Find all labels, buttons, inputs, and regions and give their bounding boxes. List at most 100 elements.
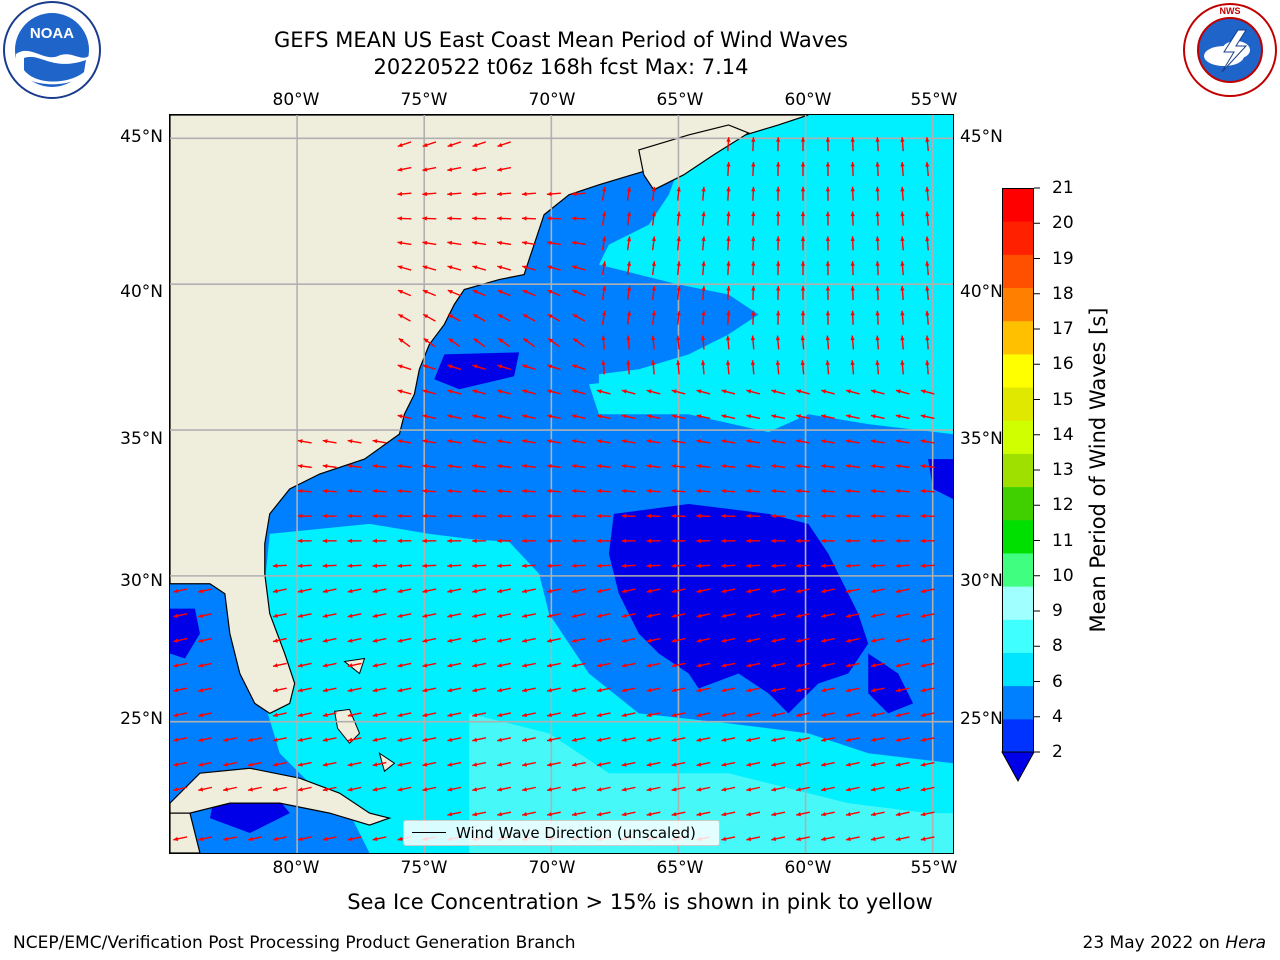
wave-direction-arrow [850, 236, 855, 251]
wave-direction-arrow [820, 637, 835, 643]
wave-direction-arrow [845, 538, 860, 544]
wave-direction-arrow [422, 141, 437, 148]
wave-direction-arrow [771, 389, 786, 395]
wave-direction-arrow [651, 285, 656, 300]
wave-direction-arrow [272, 687, 287, 693]
wave-direction-arrow [845, 563, 860, 568]
wave-direction-arrow [447, 191, 462, 197]
wave-direction-arrow [497, 313, 511, 322]
wave-direction-arrow [372, 637, 387, 643]
wave-direction-arrow [422, 786, 437, 792]
wave-direction-arrow [796, 613, 810, 618]
colorbar-segment [1002, 685, 1034, 720]
wave-direction-arrow [397, 389, 412, 395]
wave-direction-arrow [472, 191, 487, 197]
wave-direction-arrow [875, 161, 880, 176]
wave-direction-arrow [671, 613, 686, 618]
wave-direction-arrow [746, 811, 761, 817]
wave-direction-arrow [497, 389, 511, 395]
wave-direction-arrow [571, 811, 586, 817]
wave-direction-arrow [546, 687, 561, 693]
wave-direction-arrow [746, 389, 761, 395]
wave-direction-arrow [546, 414, 561, 420]
wave-direction-arrow [925, 161, 930, 176]
wave-direction-arrow [771, 563, 786, 568]
wave-direction-arrow [696, 513, 711, 519]
land-bahamas [333, 657, 396, 773]
wave-direction-arrow [621, 538, 636, 544]
wave-direction-arrow [422, 191, 437, 197]
wave-direction-arrow [347, 637, 362, 643]
colorbar-segment [1002, 320, 1034, 355]
wave-direction-arrow [571, 439, 586, 444]
land-north-america [170, 115, 809, 715]
wave-direction-arrow [845, 588, 860, 594]
wave-direction-arrow [796, 414, 810, 420]
wave-direction-arrow [173, 662, 188, 668]
wave-direction-arrow [397, 588, 412, 594]
wave-direction-arrow [397, 662, 412, 668]
colorbar-tick-label: 8 [1052, 636, 1063, 657]
colorbar-tick-label: 9 [1052, 601, 1063, 621]
wave-direction-arrow [497, 364, 511, 371]
wave-direction-arrow [696, 637, 711, 643]
wave-direction-arrow [497, 337, 511, 348]
wave-direction-arrow [546, 712, 561, 718]
wave-direction-arrow [900, 211, 905, 226]
wave-direction-arrow [521, 761, 536, 767]
lat-label-left: 40°N [120, 282, 163, 302]
wave-direction-arrow [676, 285, 681, 300]
wave-direction-arrow [671, 687, 686, 693]
wave-direction-arrow [870, 464, 885, 469]
wave-direction-arrow [726, 186, 731, 201]
colorbar-tick-label: 19 [1052, 248, 1074, 269]
wave-direction-arrow [397, 737, 412, 742]
wave-direction-arrow [546, 786, 561, 792]
wave-direction-arrow [820, 737, 835, 742]
wave-direction-arrow [895, 712, 910, 718]
wave-direction-arrow [546, 761, 561, 767]
wave-direction-arrow [850, 310, 855, 325]
wave-direction-arrow [398, 337, 411, 348]
wave-direction-arrow [522, 389, 536, 395]
wave-direction-arrow [721, 538, 736, 544]
field-under-2-east [868, 653, 914, 714]
wave-direction-arrow [850, 360, 855, 375]
wave-direction-arrow [771, 414, 786, 420]
wave-direction-arrow [572, 313, 586, 322]
field-under-2-sw [170, 608, 200, 659]
wave-direction-arrow [322, 712, 337, 718]
wave-direction-arrow [721, 637, 736, 643]
wave-direction-arrow [272, 712, 287, 718]
wave-direction-arrow [571, 786, 586, 792]
wave-direction-arrow [895, 637, 910, 643]
wave-direction-arrow [895, 488, 910, 494]
wave-direction-arrow [596, 662, 611, 668]
wave-direction-arrow [447, 439, 462, 444]
wave-direction-arrow [925, 236, 930, 251]
wave-direction-arrow [372, 836, 387, 842]
wave-direction-arrow [746, 588, 761, 594]
wave-direction-arrow [796, 637, 810, 643]
wave-direction-arrow [571, 662, 586, 668]
wave-direction-arrow [825, 211, 831, 226]
wave-direction-arrow [372, 538, 387, 544]
wave-direction-arrow [920, 662, 935, 668]
wave-direction-arrow [775, 285, 781, 300]
wave-direction-arrow [825, 261, 831, 276]
wave-direction-arrow [322, 687, 337, 693]
wave-direction-arrow [322, 737, 337, 742]
wave-direction-arrow [796, 712, 810, 718]
wave-direction-arrow [472, 786, 487, 792]
wave-direction-arrow [895, 761, 910, 767]
wave-direction-arrow [347, 563, 362, 568]
wave-direction-arrow [571, 216, 586, 221]
wave-direction-arrow [247, 786, 262, 792]
wave-direction-arrow [621, 513, 636, 519]
wave-direction-arrow [751, 161, 756, 176]
map-gridlines [170, 115, 953, 853]
wave-direction-arrow [920, 811, 935, 817]
wave-direction-arrow [447, 488, 462, 494]
wave-direction-arrow [422, 613, 437, 618]
wave-direction-arrow [651, 360, 656, 375]
